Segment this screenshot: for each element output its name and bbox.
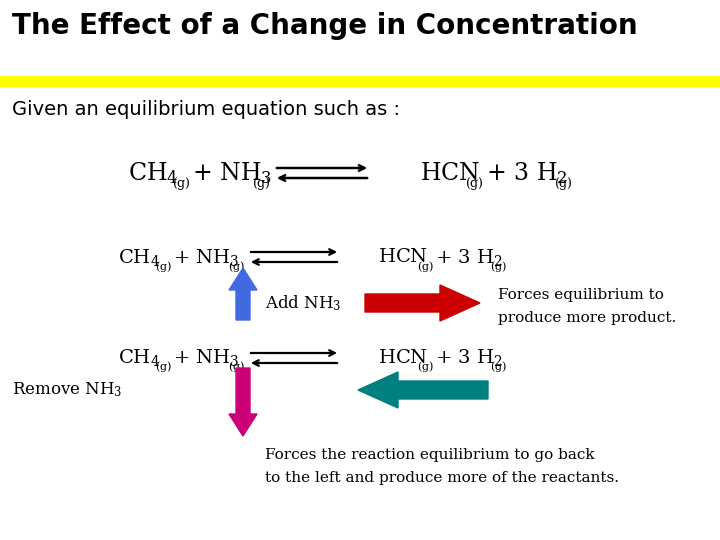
Text: $\mathregular{(g)}$: $\mathregular{(g)}$ xyxy=(490,360,507,375)
Text: $\mathregular{+ \ NH_3}$: $\mathregular{+ \ NH_3}$ xyxy=(173,348,240,368)
Text: $\mathregular{CH_4}$: $\mathregular{CH_4}$ xyxy=(128,160,179,186)
Text: $\mathregular{(g)}$: $\mathregular{(g)}$ xyxy=(252,174,271,192)
Text: $\mathregular{(g)}$: $\mathregular{(g)}$ xyxy=(155,360,172,375)
FancyArrow shape xyxy=(229,268,257,320)
Text: $\mathregular{+ \ 3 \ H_2}$: $\mathregular{+ \ 3 \ H_2}$ xyxy=(435,246,503,267)
Text: produce more product.: produce more product. xyxy=(498,311,676,325)
Text: $\mathregular{CH_4}$: $\mathregular{CH_4}$ xyxy=(118,348,160,368)
Text: $\mathregular{HCN}$: $\mathregular{HCN}$ xyxy=(420,161,480,185)
Text: Forces equilibrium to: Forces equilibrium to xyxy=(498,288,664,302)
Text: $\mathregular{(g)}$: $\mathregular{(g)}$ xyxy=(417,360,434,375)
FancyArrow shape xyxy=(229,368,257,436)
Text: Given an equilibrium equation such as :: Given an equilibrium equation such as : xyxy=(12,100,400,119)
Text: $\mathregular{(g)}$: $\mathregular{(g)}$ xyxy=(228,259,245,273)
Text: Forces the reaction equilibrium to go back: Forces the reaction equilibrium to go ba… xyxy=(265,448,595,462)
Text: $\mathregular{(g)}$: $\mathregular{(g)}$ xyxy=(417,259,434,273)
Text: $\mathregular{(g)}$: $\mathregular{(g)}$ xyxy=(228,360,245,375)
Text: $\mathregular{+ \ NH_3}$: $\mathregular{+ \ NH_3}$ xyxy=(192,160,272,186)
Text: The Effect of a Change in Concentration: The Effect of a Change in Concentration xyxy=(12,12,638,40)
Text: $\mathregular{HCN}$: $\mathregular{HCN}$ xyxy=(378,248,428,266)
Bar xyxy=(0,76,720,86)
FancyArrow shape xyxy=(358,372,488,408)
Text: $\mathregular{(g)}$: $\mathregular{(g)}$ xyxy=(172,174,191,192)
Text: $\mathregular{(g)}$: $\mathregular{(g)}$ xyxy=(490,259,507,273)
Text: $\mathregular{(g)}$: $\mathregular{(g)}$ xyxy=(465,174,484,192)
Text: $\mathregular{Remove \ NH_3}$: $\mathregular{Remove \ NH_3}$ xyxy=(12,381,122,400)
Text: $\mathregular{+ \ 3 \ H_2}$: $\mathregular{+ \ 3 \ H_2}$ xyxy=(435,348,503,368)
Text: to the left and produce more of the reactants.: to the left and produce more of the reac… xyxy=(265,471,619,485)
Text: $\mathregular{+ \ 3 \ H_2}$: $\mathregular{+ \ 3 \ H_2}$ xyxy=(486,160,568,186)
Text: $\mathregular{HCN}$: $\mathregular{HCN}$ xyxy=(378,349,428,367)
Text: $\mathregular{Add \ NH_3}$: $\mathregular{Add \ NH_3}$ xyxy=(265,293,341,313)
Text: $\mathregular{+ \ NH_3}$: $\mathregular{+ \ NH_3}$ xyxy=(173,246,240,267)
Text: $\mathregular{(g)}$: $\mathregular{(g)}$ xyxy=(155,259,172,273)
Text: $\mathregular{CH_4}$: $\mathregular{CH_4}$ xyxy=(118,246,160,267)
FancyArrow shape xyxy=(365,285,480,321)
Text: $\mathregular{(g)}$: $\mathregular{(g)}$ xyxy=(554,174,573,192)
